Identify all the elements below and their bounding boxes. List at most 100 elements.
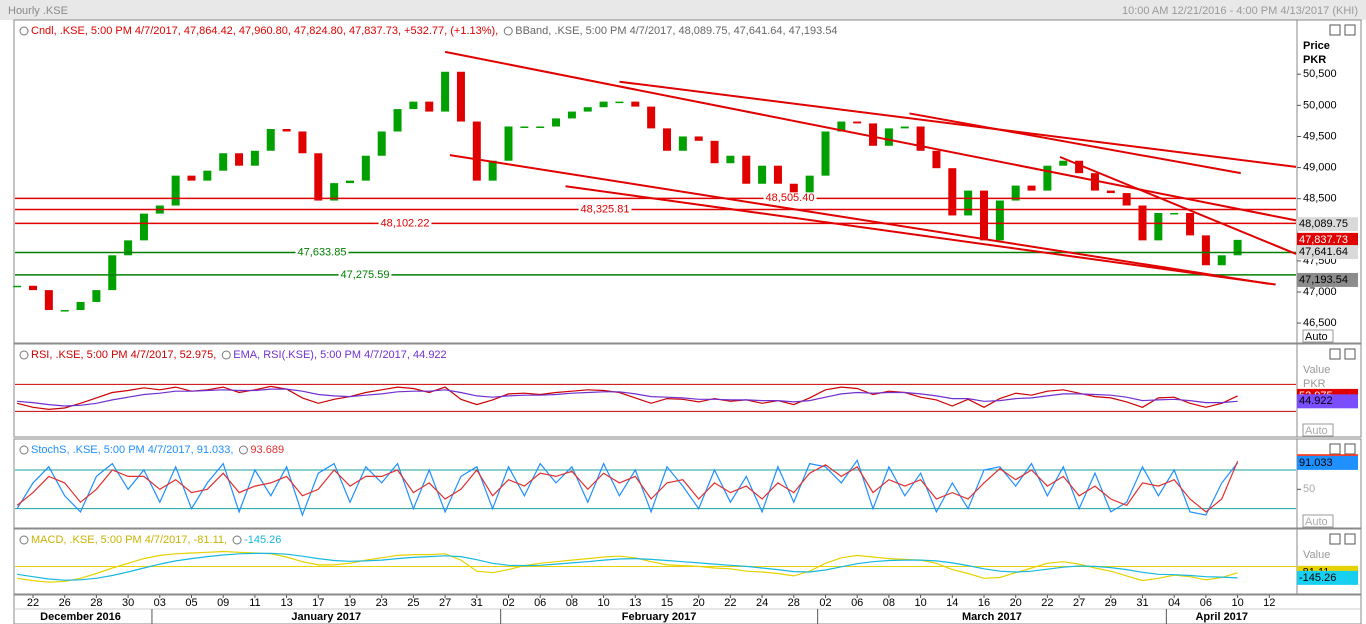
candle bbox=[964, 190, 973, 216]
label-bg bbox=[578, 203, 632, 216]
candle bbox=[900, 126, 909, 129]
auto-button[interactable] bbox=[1302, 329, 1334, 343]
candle bbox=[948, 168, 957, 216]
legend-text: EMA, RSI(.KSE), 5:00 PM 4/7/2017, 44.922 bbox=[233, 349, 446, 361]
candle bbox=[536, 126, 545, 129]
x-tick-label: 27 bbox=[1073, 597, 1085, 609]
x-tick-label: 09 bbox=[217, 597, 229, 609]
value-tag-label: 91.033 bbox=[1299, 457, 1333, 469]
candle bbox=[567, 111, 576, 119]
value-tag-label: 44.922 bbox=[1299, 395, 1333, 407]
x-tick-label: 15 bbox=[661, 597, 673, 609]
x-tick-label: 06 bbox=[534, 597, 546, 609]
candle bbox=[29, 285, 37, 291]
x-tick-label: 08 bbox=[566, 597, 578, 609]
month-label: January 2017 bbox=[291, 611, 361, 623]
candle bbox=[346, 180, 354, 184]
x-tick-label: 08 bbox=[883, 597, 895, 609]
auto-button[interactable] bbox=[1302, 423, 1334, 437]
title-bar bbox=[0, 0, 1366, 20]
candle bbox=[266, 129, 275, 151]
y-tick-label: 46,500 bbox=[1303, 317, 1337, 329]
candle bbox=[124, 240, 133, 256]
candle bbox=[425, 101, 434, 112]
candle bbox=[694, 136, 703, 141]
legend-text: 93.689 bbox=[250, 444, 284, 456]
x-tick-label: 27 bbox=[439, 597, 451, 609]
axis-title: PKR bbox=[1303, 378, 1326, 390]
y-tick-label: 49,000 bbox=[1303, 161, 1337, 173]
legend-icon bbox=[503, 26, 513, 36]
pane-buttons[interactable] bbox=[1329, 24, 1356, 545]
candle bbox=[853, 121, 862, 124]
value-tag-label: 47,837.73 bbox=[1299, 234, 1348, 246]
legend-icon bbox=[238, 445, 248, 455]
horizontal-line-label: 48,102.22 bbox=[381, 217, 430, 229]
candle bbox=[1233, 239, 1242, 256]
axis-title: Price bbox=[1303, 40, 1330, 52]
x-tick-label: 31 bbox=[471, 597, 483, 609]
x-tick-label: 10 bbox=[597, 597, 609, 609]
y-tick-label: 50,500 bbox=[1303, 68, 1337, 80]
series-line bbox=[17, 388, 1238, 407]
x-tick-label: 23 bbox=[376, 597, 388, 609]
candle bbox=[282, 129, 291, 132]
candle bbox=[456, 71, 465, 122]
candle bbox=[60, 310, 69, 312]
x-tick-label: 17 bbox=[312, 597, 324, 609]
series-line bbox=[17, 552, 1238, 581]
auto-label: Auto bbox=[1305, 331, 1328, 343]
candle bbox=[1043, 165, 1052, 191]
candle bbox=[139, 213, 148, 241]
x-tick-label: 14 bbox=[946, 597, 958, 609]
candle bbox=[314, 153, 323, 201]
x-tick-label: 22 bbox=[1041, 597, 1053, 609]
candle bbox=[742, 155, 751, 184]
x-tick-label: 20 bbox=[1010, 597, 1022, 609]
horizontal-line-label: 47,633.85 bbox=[298, 246, 347, 258]
candle bbox=[330, 183, 339, 201]
legend-icon bbox=[19, 26, 29, 36]
window-range: 10:00 AM 12/21/2016 - 4:00 PM 4/13/2017 … bbox=[1122, 5, 1358, 17]
candle bbox=[647, 106, 656, 129]
candle bbox=[409, 101, 418, 110]
horizontal-line-label: 47,275.59 bbox=[341, 269, 390, 281]
candle bbox=[488, 160, 497, 181]
axis-title: Value bbox=[1303, 549, 1330, 561]
candle bbox=[13, 285, 22, 288]
label-bg bbox=[295, 246, 349, 259]
auto-label: Auto bbox=[1305, 425, 1328, 437]
candle bbox=[1075, 160, 1084, 174]
candle bbox=[298, 131, 307, 154]
x-tick-label: 16 bbox=[978, 597, 990, 609]
candle bbox=[171, 175, 180, 206]
value-tag-label: 48,089.75 bbox=[1299, 218, 1348, 230]
candle bbox=[520, 126, 529, 129]
auto-button[interactable] bbox=[1302, 514, 1334, 528]
candle bbox=[805, 175, 814, 201]
value-tag-label: 47,641.64 bbox=[1299, 246, 1348, 258]
x-tick-label: 20 bbox=[693, 597, 705, 609]
legend-icon bbox=[19, 350, 29, 360]
candle bbox=[663, 128, 671, 151]
candle bbox=[472, 121, 481, 181]
x-tick-label: 29 bbox=[1105, 597, 1117, 609]
x-tick-label: 22 bbox=[27, 597, 39, 609]
candle bbox=[76, 301, 85, 311]
candle bbox=[1059, 160, 1068, 166]
pane-frame bbox=[13, 528, 1362, 595]
legend-text: MACD, .KSE, 5:00 PM 4/7/2017, -81.11, bbox=[31, 534, 227, 546]
x-tick-label: 10 bbox=[1231, 597, 1243, 609]
value-tag bbox=[1297, 394, 1358, 409]
trend-line bbox=[909, 112, 1241, 175]
x-tick-label: 03 bbox=[154, 597, 166, 609]
pane-frame bbox=[13, 343, 1362, 438]
legend-text: StochS, .KSE, 5:00 PM 4/7/2017, 91.033, bbox=[31, 444, 233, 456]
legend-text: Cndl, .KSE, 5:00 PM 4/7/2017, 47,864.42,… bbox=[31, 25, 498, 37]
label-bg bbox=[338, 268, 392, 281]
x-tick-label: 04 bbox=[1168, 597, 1180, 609]
x-tick-label: 26 bbox=[59, 597, 71, 609]
candle bbox=[552, 118, 561, 127]
candle bbox=[219, 153, 228, 171]
